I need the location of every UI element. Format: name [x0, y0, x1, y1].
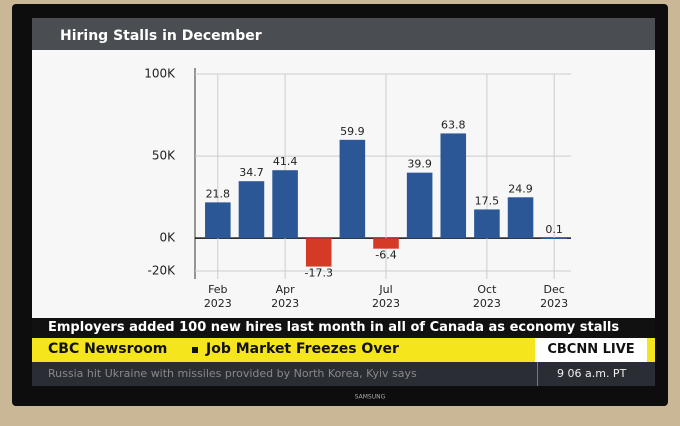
data-label: -17.3 — [304, 267, 332, 280]
data-label: -6.4 — [375, 249, 396, 262]
x-tick-label: Feb 2023 — [203, 283, 232, 310]
caption: Employers added 100 new hires last month… — [32, 318, 655, 338]
data-label: 0.1 — [545, 223, 563, 236]
brand: SAMSUNG — [355, 394, 386, 401]
ticker-bar: Russia hit Ukraine with missiles provide… — [32, 362, 655, 386]
bar — [205, 202, 231, 239]
bar — [373, 238, 399, 249]
bar — [305, 238, 332, 267]
bar — [339, 139, 366, 239]
bar — [507, 197, 534, 239]
data-label: 24.9 — [508, 182, 533, 195]
logo: CBCNN LIVE — [535, 338, 647, 362]
x-tick-label: Jul 2023 — [372, 283, 400, 310]
bar — [440, 133, 467, 239]
bar — [541, 238, 567, 240]
separator — [192, 347, 198, 353]
show-name: CBC Newsroom — [48, 341, 168, 357]
data-label: 17.5 — [475, 194, 500, 207]
data-label: 34.7 — [239, 166, 264, 179]
x-tick-label: Oct 2023 — [472, 283, 501, 310]
lower-third: CBC Newsroom Job Market Freezes Over CBC… — [32, 338, 655, 362]
bar — [474, 209, 500, 239]
data-label: 21.8 — [206, 187, 231, 200]
y-tick-label: 0K — [159, 231, 176, 245]
divider — [537, 362, 538, 386]
ticker: Russia hit Ukraine with missiles provide… — [48, 367, 417, 380]
chart-title: Hiring Stalls in December — [60, 28, 262, 44]
data-label: 39.9 — [407, 158, 432, 171]
clock: 9 06 a.m. PT — [557, 367, 627, 380]
bar — [406, 172, 433, 239]
data-label: 63.8 — [441, 118, 466, 131]
x-tick-label: Dec 2023 — [540, 283, 569, 310]
y-tick-label: 100K — [144, 67, 176, 81]
bar — [272, 170, 298, 239]
data-label: 59.9 — [340, 125, 365, 138]
x-tick-label: Apr 2023 — [271, 283, 300, 310]
bar — [238, 181, 265, 239]
y-tick-label: 50K — [152, 149, 176, 163]
data-label: 41.4 — [273, 155, 298, 168]
y-tick-label: -20K — [148, 264, 177, 278]
headline: Job Market Freezes Over — [206, 341, 399, 357]
